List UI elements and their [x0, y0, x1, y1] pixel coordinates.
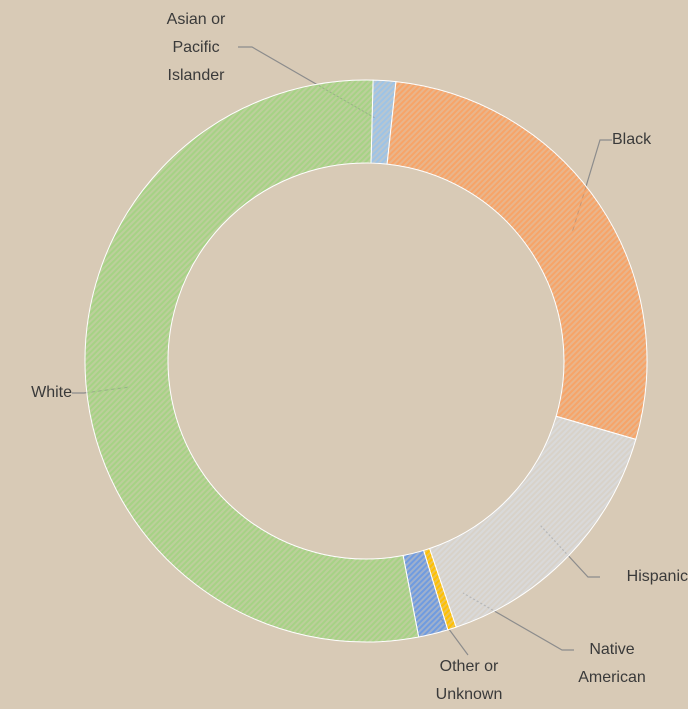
category-label: Hispanic — [626, 568, 688, 585]
donut-slice — [428, 415, 637, 628]
category-label: Native American — [578, 641, 646, 686]
category-label: Asian or Pacific Islander — [166, 11, 226, 84]
donut-slice — [386, 81, 648, 441]
donut-slice — [84, 79, 420, 643]
category-label: Black — [612, 131, 652, 148]
category-label: Other or Unknown — [435, 658, 503, 703]
category-label: White — [31, 384, 72, 401]
leader-line — [462, 592, 574, 651]
